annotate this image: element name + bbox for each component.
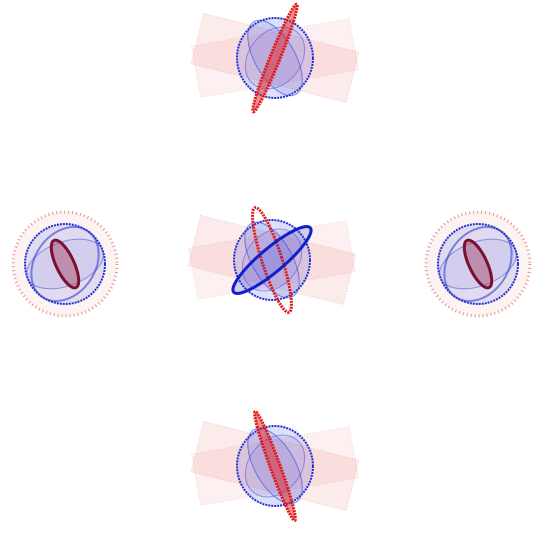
sphere bbox=[426, 212, 530, 316]
center-cluster bbox=[188, 205, 356, 316]
right-cluster bbox=[426, 212, 530, 316]
body bbox=[0, 0, 553, 535]
page: {} html, body { margin: 0; padding: 0; b… bbox=[0, 0, 553, 535]
scene bbox=[0, 0, 553, 535]
sphere bbox=[13, 212, 117, 316]
bottom-cluster bbox=[191, 410, 359, 522]
top-cluster bbox=[191, 2, 359, 113]
left-cluster bbox=[13, 212, 117, 316]
